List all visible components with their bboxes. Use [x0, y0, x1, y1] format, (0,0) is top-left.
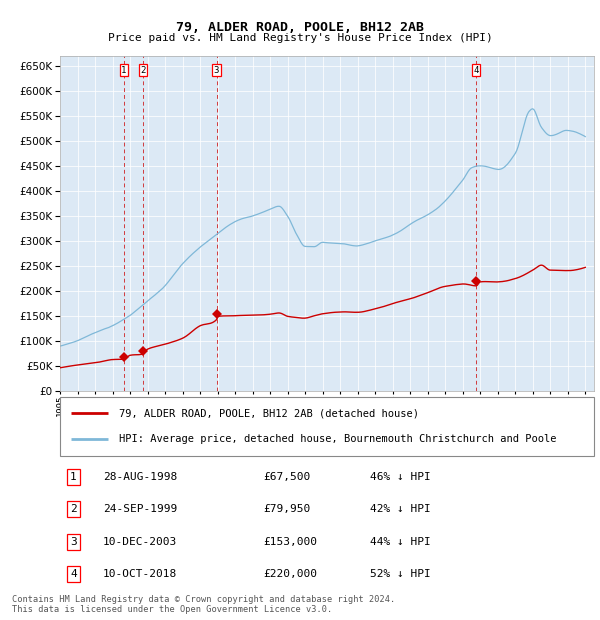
Text: Contains HM Land Registry data © Crown copyright and database right 2024.
This d: Contains HM Land Registry data © Crown c…: [12, 595, 395, 614]
Text: £79,950: £79,950: [263, 504, 310, 514]
Text: 3: 3: [70, 537, 77, 547]
Text: 28-AUG-1998: 28-AUG-1998: [103, 472, 177, 482]
Text: £220,000: £220,000: [263, 569, 317, 579]
Text: £67,500: £67,500: [263, 472, 310, 482]
Text: £153,000: £153,000: [263, 537, 317, 547]
Text: 3: 3: [214, 66, 219, 75]
Text: 79, ALDER ROAD, POOLE, BH12 2AB (detached house): 79, ALDER ROAD, POOLE, BH12 2AB (detache…: [119, 409, 419, 419]
Text: 1: 1: [121, 66, 127, 75]
Text: Price paid vs. HM Land Registry's House Price Index (HPI): Price paid vs. HM Land Registry's House …: [107, 33, 493, 43]
Text: 10-OCT-2018: 10-OCT-2018: [103, 569, 177, 579]
Text: 46% ↓ HPI: 46% ↓ HPI: [370, 472, 430, 482]
Text: 52% ↓ HPI: 52% ↓ HPI: [370, 569, 430, 579]
Text: 2: 2: [140, 66, 145, 75]
Text: 4: 4: [70, 569, 77, 579]
Text: HPI: Average price, detached house, Bournemouth Christchurch and Poole: HPI: Average price, detached house, Bour…: [119, 434, 556, 444]
Text: 2: 2: [70, 504, 77, 514]
Text: 42% ↓ HPI: 42% ↓ HPI: [370, 504, 430, 514]
Text: 79, ALDER ROAD, POOLE, BH12 2AB: 79, ALDER ROAD, POOLE, BH12 2AB: [176, 22, 424, 34]
Text: 24-SEP-1999: 24-SEP-1999: [103, 504, 177, 514]
FancyBboxPatch shape: [60, 397, 594, 456]
Text: 1: 1: [70, 472, 77, 482]
Text: 44% ↓ HPI: 44% ↓ HPI: [370, 537, 430, 547]
Text: 10-DEC-2003: 10-DEC-2003: [103, 537, 177, 547]
Text: 4: 4: [473, 66, 479, 75]
